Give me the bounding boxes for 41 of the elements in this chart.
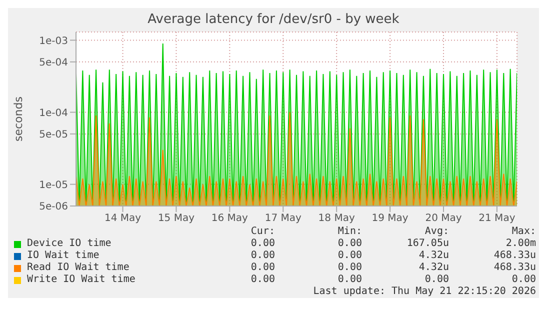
y-axis-title: seconds	[12, 96, 25, 142]
text: Max:	[510, 226, 536, 238]
text: 0.00	[510, 274, 536, 286]
chart-title: Average latency for /dev/sr0 - by week	[146, 11, 400, 28]
y-tick-label: 1e-04	[39, 108, 68, 119]
text: Min:	[336, 226, 362, 238]
x-tick-label: 21 May	[478, 213, 516, 224]
text: 0.00	[250, 238, 275, 250]
x-tick-label: 16 May	[211, 213, 248, 224]
text: 2.00m	[504, 238, 536, 250]
x-tick-label: 19 May	[372, 213, 408, 224]
text: 0.00	[250, 274, 275, 286]
legend-label: IO Wait time	[27, 250, 100, 262]
text: 0.00	[336, 262, 362, 274]
text: 0.00	[250, 262, 275, 274]
text: 0.00	[250, 250, 275, 262]
y-tick-label: 5e-05	[39, 130, 68, 140]
legend-label: Device IO time	[27, 238, 112, 250]
y-tick-label: 1e-03	[39, 36, 68, 47]
text: 468.33u	[492, 250, 536, 262]
text: 0.00	[336, 274, 362, 286]
x-tick-label: 20 May	[425, 213, 462, 224]
text: 167.05u	[406, 238, 449, 250]
text: Last update: Thu May 21 22:15:20 2026	[312, 286, 536, 298]
y-tick-label: 5e-06	[39, 202, 68, 213]
x-tick-label: 18 May	[318, 213, 355, 224]
y-tick-label: 1e-05	[39, 180, 68, 191]
y-tick-label: 5e-04	[39, 57, 68, 68]
x-tick-label: 15 May	[158, 213, 195, 224]
text: 0.00	[336, 238, 362, 250]
text: Avg:	[424, 226, 449, 238]
legend-label: Write IO Wait time	[27, 274, 136, 286]
text: 4.32u	[418, 262, 449, 274]
x-tick-label: 17 May	[264, 213, 302, 224]
text: 468.33u	[492, 262, 536, 274]
x-tick-label: 14 May	[104, 213, 142, 224]
legend-label: Read IO Wait time	[27, 262, 130, 274]
text: 0.00	[336, 250, 362, 262]
text: Cur:	[250, 226, 275, 238]
text: 4.32u	[418, 250, 449, 262]
text: 0.00	[424, 274, 449, 286]
